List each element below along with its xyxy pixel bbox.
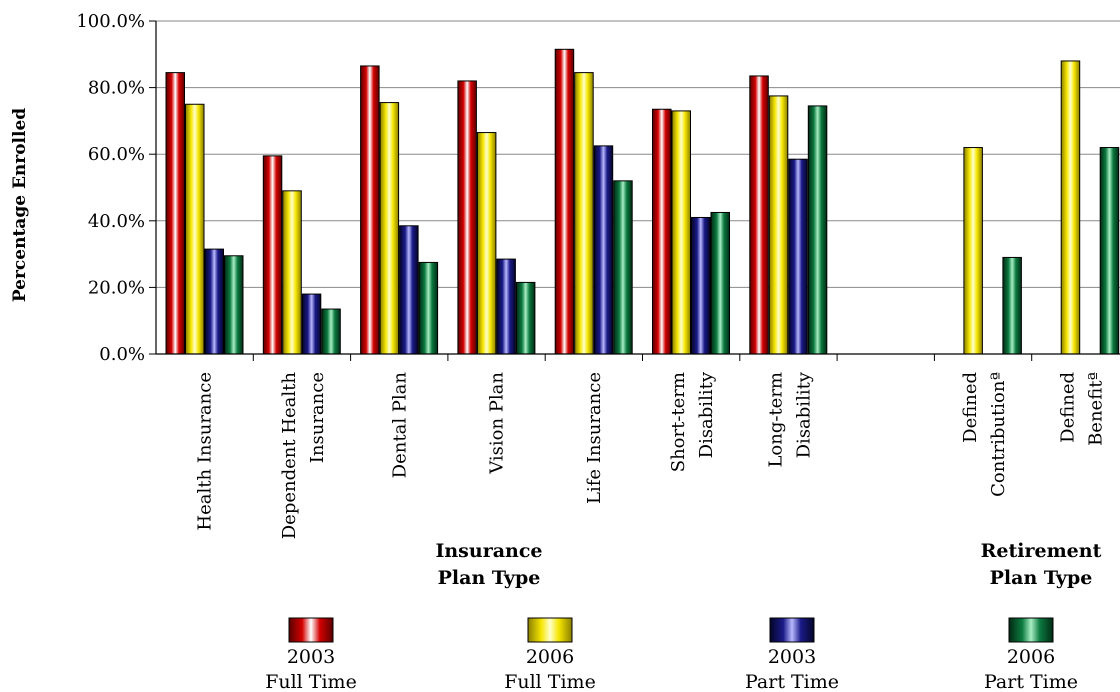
y-axis-label: Percentage Enrolled xyxy=(10,108,30,302)
category-label: Dependent Health xyxy=(279,372,300,540)
bar-2003-part-time xyxy=(788,158,808,355)
bar-2003-part-time xyxy=(399,225,419,355)
legend-swatch xyxy=(527,617,573,643)
bar-2003-part-time xyxy=(301,293,322,355)
bar-2003-full-time xyxy=(165,72,185,355)
category-label: Benefitª xyxy=(1085,372,1106,446)
y-tick-label: 100.0% xyxy=(76,11,145,32)
y-tick-label: 0.0% xyxy=(99,344,145,365)
bar-2003-part-time xyxy=(691,216,711,355)
bar-2003-full-time xyxy=(749,75,769,355)
category-label: Insurance xyxy=(307,372,328,463)
legend-year: 2003 xyxy=(768,646,816,668)
y-tick-label: 80.0% xyxy=(88,78,145,99)
category-label: Life Insurance xyxy=(584,372,605,504)
legend-year: 2006 xyxy=(1007,646,1055,668)
bar-2003-full-time xyxy=(360,65,380,355)
bar-2003-part-time xyxy=(496,258,516,355)
bar-2006-full-time xyxy=(671,110,691,355)
bar-2006-part-time xyxy=(418,261,439,355)
group-label: Retirement xyxy=(981,540,1102,562)
group-label: Insurance xyxy=(435,540,542,562)
bar-2006-full-time xyxy=(185,103,205,355)
legend-swatch xyxy=(1008,617,1054,643)
category-label: Defined xyxy=(1057,372,1078,443)
legend-year: 2006 xyxy=(526,646,574,668)
bar-2006-part-time xyxy=(1002,256,1022,355)
bar-2006-full-time xyxy=(1060,60,1081,355)
legend-swatch xyxy=(288,617,334,643)
y-tick-label: 60.0% xyxy=(88,144,145,165)
bar-2006-full-time xyxy=(282,190,302,355)
category-label: Dental Plan xyxy=(389,372,410,479)
group-label: Plan Type xyxy=(438,567,541,589)
category-label: Disability xyxy=(696,371,717,458)
bar-2006-part-time xyxy=(807,105,828,355)
legend-swatch xyxy=(769,617,815,643)
category-label: Disability xyxy=(793,371,814,458)
bar-2006-part-time xyxy=(515,281,536,355)
legend-type: Part Time xyxy=(984,671,1078,692)
bar-2006-part-time xyxy=(613,180,633,355)
bar-2003-full-time xyxy=(262,155,283,355)
category-label: Health Insurance xyxy=(195,372,216,531)
category-label: Defined xyxy=(960,372,981,443)
bar-2006-part-time xyxy=(710,211,730,355)
y-tick-label: 40.0% xyxy=(88,211,145,232)
bar-2006-full-time xyxy=(574,72,594,355)
bar-2003-full-time xyxy=(457,80,477,355)
bar-2003-part-time xyxy=(204,248,224,355)
bar-2006-full-time xyxy=(379,102,400,355)
bar-2006-part-time xyxy=(224,255,244,355)
bar-2006-full-time xyxy=(963,147,983,355)
category-label: Short-term xyxy=(668,372,689,472)
category-label: Vision Plan xyxy=(487,372,508,475)
bar-2006-part-time xyxy=(321,308,341,355)
bar-2003-full-time xyxy=(554,48,575,355)
bar-2006-full-time xyxy=(768,95,789,355)
category-label: Long-term xyxy=(765,372,786,468)
legend-type: Full Time xyxy=(265,671,357,692)
legend-type: Part Time xyxy=(745,671,839,692)
legend-year: 2003 xyxy=(287,646,335,668)
legend-type: Full Time xyxy=(504,671,596,692)
bar-2003-full-time xyxy=(652,108,672,355)
y-tick-label: 20.0% xyxy=(88,277,145,298)
group-label: Plan Type xyxy=(990,567,1093,589)
category-label: Contributionª xyxy=(988,372,1009,497)
bar-2006-part-time xyxy=(1099,147,1120,355)
bar-2006-full-time xyxy=(476,132,497,355)
bar-2003-part-time xyxy=(593,145,614,355)
